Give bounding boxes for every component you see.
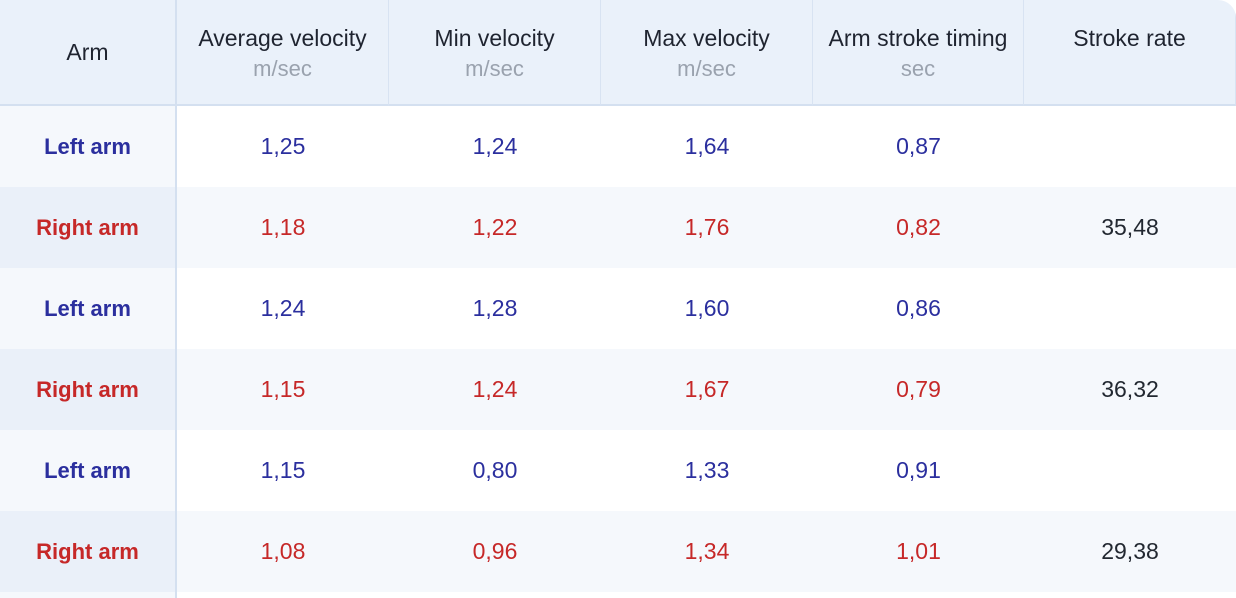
stroke-rate-cell <box>1024 430 1236 511</box>
cell-value: 0,96 <box>472 538 518 564</box>
cell-value: 1,01 <box>896 538 941 564</box>
cell-value: 1,24 <box>260 295 306 321</box>
header-max-velocity: Max velocity m/sec <box>601 0 813 106</box>
data-cell-partial <box>389 592 601 598</box>
stroke-timing-cell: 1,01 <box>813 511 1024 592</box>
cell-value: 0,79 <box>896 376 941 402</box>
max-velocity-cell: 1,33 <box>601 430 813 511</box>
stroke-timing-cell: 0,91 <box>813 430 1024 511</box>
stroke-rate-cell <box>1024 106 1236 187</box>
header-arm-stroke-timing: Arm stroke timing sec <box>813 0 1024 106</box>
cell-value: 1,08 <box>260 538 306 564</box>
stroke-rate-cell: 35,48 <box>1024 187 1236 268</box>
max-velocity-cell: 1,64 <box>601 106 813 187</box>
header-label: Max velocity <box>643 25 770 51</box>
min-velocity-cell: 0,80 <box>389 430 601 511</box>
arm-cell: Left arm <box>0 430 177 511</box>
stroke-rate-cell: 29,38 <box>1024 511 1236 592</box>
avg-velocity-cell: 1,15 <box>177 430 389 511</box>
cell-value: 0,86 <box>896 295 941 321</box>
cell-value: 1,22 <box>472 214 518 240</box>
min-velocity-cell: 1,24 <box>389 349 601 430</box>
data-cell-partial <box>1024 592 1236 598</box>
min-velocity-cell: 0,96 <box>389 511 601 592</box>
header-unit: m/sec <box>253 56 312 81</box>
data-cell-partial <box>177 592 389 598</box>
arm-cell: Right arm <box>0 349 177 430</box>
arm-cell: Left arm <box>0 268 177 349</box>
cell-value: 0,91 <box>896 457 941 483</box>
avg-velocity-cell: 1,15 <box>177 349 389 430</box>
stroke-timing-cell: 0,79 <box>813 349 1024 430</box>
max-velocity-cell: 1,76 <box>601 187 813 268</box>
arm-cell: Right arm <box>0 511 177 592</box>
max-velocity-cell: 1,60 <box>601 268 813 349</box>
stroke-timing-cell: 0,82 <box>813 187 1024 268</box>
header-label: Arm <box>66 39 109 65</box>
arm-cell: Left arm <box>0 106 177 187</box>
stroke-timing-cell: 0,86 <box>813 268 1024 349</box>
header-label: Stroke rate <box>1073 25 1186 51</box>
max-velocity-cell: 1,67 <box>601 349 813 430</box>
stroke-timing-cell: 0,87 <box>813 106 1024 187</box>
cell-value: 1,25 <box>260 133 306 159</box>
cell-value: 1,67 <box>684 376 730 402</box>
data-cell-partial <box>813 592 1024 598</box>
header-unit: m/sec <box>465 56 524 81</box>
header-stroke-rate: Stroke rate <box>1024 0 1236 106</box>
cell-value: 1,60 <box>684 295 730 321</box>
cell-value: 0,87 <box>896 133 941 159</box>
header-min-velocity: Min velocity m/sec <box>389 0 601 106</box>
cell-value: 1,64 <box>684 133 730 159</box>
header-arm: Arm <box>0 0 177 106</box>
header-unit: sec <box>900 56 936 81</box>
cell-value: 1,24 <box>472 376 518 402</box>
cell-value: 1,24 <box>472 133 518 159</box>
stroke-rate-cell <box>1024 268 1236 349</box>
cell-value: 0,80 <box>472 457 518 483</box>
min-velocity-cell: 1,24 <box>389 106 601 187</box>
min-velocity-cell: 1,28 <box>389 268 601 349</box>
cell-value: 1,76 <box>684 214 730 240</box>
arm-cell: Right arm <box>0 187 177 268</box>
data-cell-partial <box>601 592 813 598</box>
cell-value: 0,82 <box>896 214 941 240</box>
header-label: Average velocity <box>198 25 367 51</box>
avg-velocity-cell: 1,08 <box>177 511 389 592</box>
header-label: Arm stroke timing <box>828 25 1008 51</box>
cell-value: 1,15 <box>260 457 306 483</box>
cell-value: 1,28 <box>472 295 518 321</box>
cell-value: 1,33 <box>684 457 730 483</box>
avg-velocity-cell: 1,25 <box>177 106 389 187</box>
avg-velocity-cell: 1,24 <box>177 268 389 349</box>
avg-velocity-cell: 1,18 <box>177 187 389 268</box>
cell-value: 1,34 <box>684 538 730 564</box>
max-velocity-cell: 1,34 <box>601 511 813 592</box>
header-unit: m/sec <box>677 56 736 81</box>
min-velocity-cell: 1,22 <box>389 187 601 268</box>
stroke-rate-cell: 36,32 <box>1024 349 1236 430</box>
cell-value: 1,18 <box>260 214 306 240</box>
header-average-velocity: Average velocity m/sec <box>177 0 389 106</box>
cell-value: 1,15 <box>260 376 306 402</box>
arm-cell-partial <box>0 592 177 598</box>
header-label: Min velocity <box>434 25 555 51</box>
